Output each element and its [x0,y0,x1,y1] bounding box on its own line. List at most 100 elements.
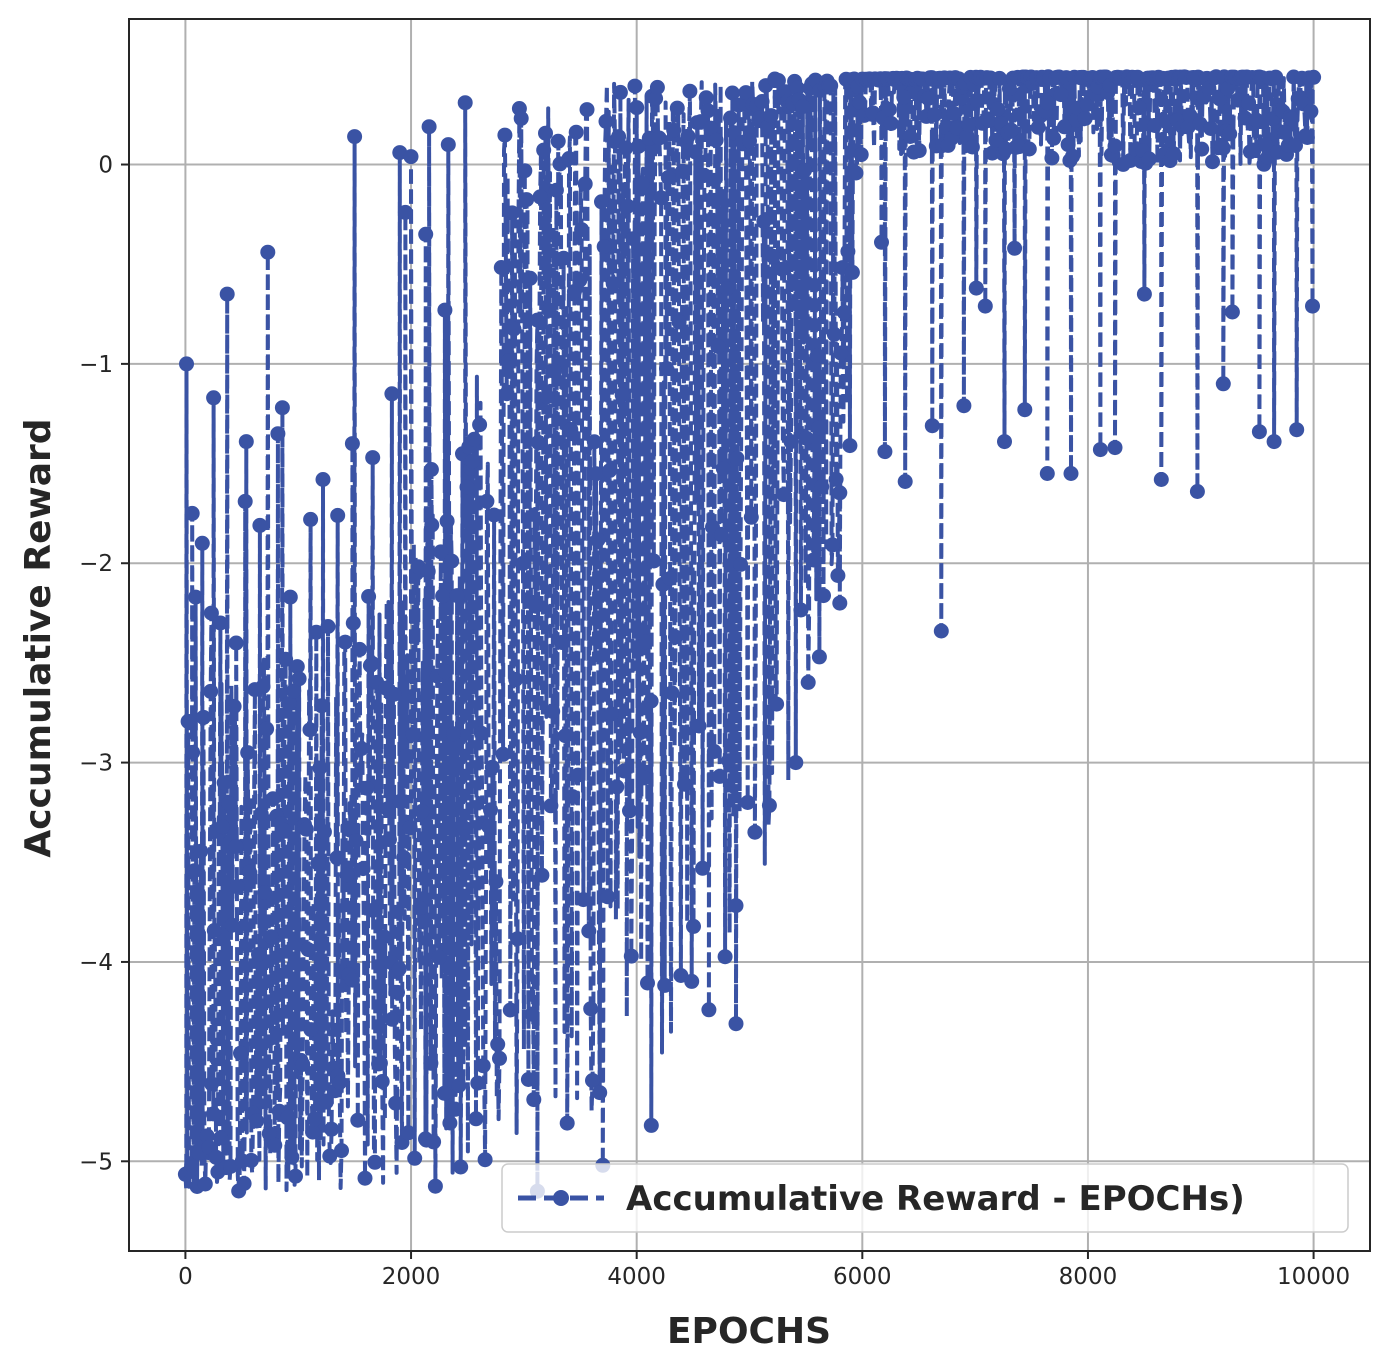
data-point [1077,110,1093,126]
data-point [765,248,781,264]
data-point [816,588,831,604]
data-point [424,517,440,533]
data-point [390,984,405,1000]
data-point [1215,140,1231,156]
data-point [423,1055,439,1071]
data-point [204,1076,220,1092]
data-point [547,363,563,379]
data-point [412,900,428,916]
data-point [437,302,453,318]
data-point [1194,141,1210,157]
data-point [348,833,364,849]
data-point [538,125,553,141]
data-point [671,314,687,330]
data-point [468,1111,484,1127]
data-point [515,555,531,571]
data-point [783,434,799,450]
data-point [188,589,204,605]
data-point [643,693,659,709]
data-point [609,779,625,795]
data-point [763,108,779,124]
data-point [530,434,546,450]
data-point [648,91,664,106]
data-point [657,977,673,993]
data-point [397,204,413,220]
data-point [488,874,504,890]
data-point [828,471,844,487]
data-point [522,270,538,286]
data-point [545,703,561,719]
data-point [1224,304,1240,320]
data-point [502,1002,518,1018]
data-point [703,120,719,136]
data-point [475,1058,491,1074]
data-point [643,1117,659,1133]
data-point [961,117,977,133]
data-point [830,568,846,583]
data-point [486,507,502,523]
data-point [769,696,785,712]
data-point [684,973,700,989]
data-point [407,1150,423,1166]
data-point [492,1050,507,1066]
series-markers [177,69,1322,1199]
data-point [548,182,564,198]
data-point [1305,298,1320,314]
data-point [308,624,324,640]
data-point [263,929,279,945]
data-point [251,946,266,962]
data-point [836,304,852,320]
data-point [953,90,969,106]
data-point [252,517,268,533]
data-point [675,163,691,179]
data-point [361,589,377,604]
data-point [214,819,230,835]
data-point [184,505,200,521]
data-point [206,923,222,938]
data-point [316,824,332,840]
data-point [435,588,451,604]
data-point [384,1011,400,1027]
data-point [459,479,475,495]
data-point [453,1159,469,1175]
data-point [1021,141,1037,157]
data-point [1220,81,1236,97]
data-point [444,553,460,569]
data-point [302,722,318,738]
data-point [761,797,777,813]
data-point [581,923,597,939]
data-point [660,170,676,185]
data-point [721,753,737,769]
data-point [575,892,591,908]
data-point [1131,100,1147,116]
data-point [396,850,412,865]
data-point [614,387,630,403]
data-point [622,803,637,819]
data-point [288,1168,303,1184]
data-point [605,276,621,292]
data-point [221,796,237,812]
data-point [627,78,643,94]
data-point [281,696,297,712]
data-point [1284,111,1300,127]
data-point [219,286,235,302]
data-point [447,1101,463,1117]
data-point [1053,87,1069,103]
data-point [490,1036,506,1052]
data-point [638,634,654,650]
data-point [274,400,290,416]
data-point [472,417,488,433]
data-point [990,101,1006,117]
data-point [577,176,593,192]
data-point [717,949,733,965]
data-point [728,898,744,914]
data-point [1017,402,1033,418]
data-point [229,879,245,895]
data-point [479,493,495,509]
data-point [243,1152,259,1168]
data-point [372,1055,388,1071]
data-point [501,353,516,369]
data-point [629,100,645,116]
data-point [729,450,745,466]
data-point [701,1002,717,1018]
